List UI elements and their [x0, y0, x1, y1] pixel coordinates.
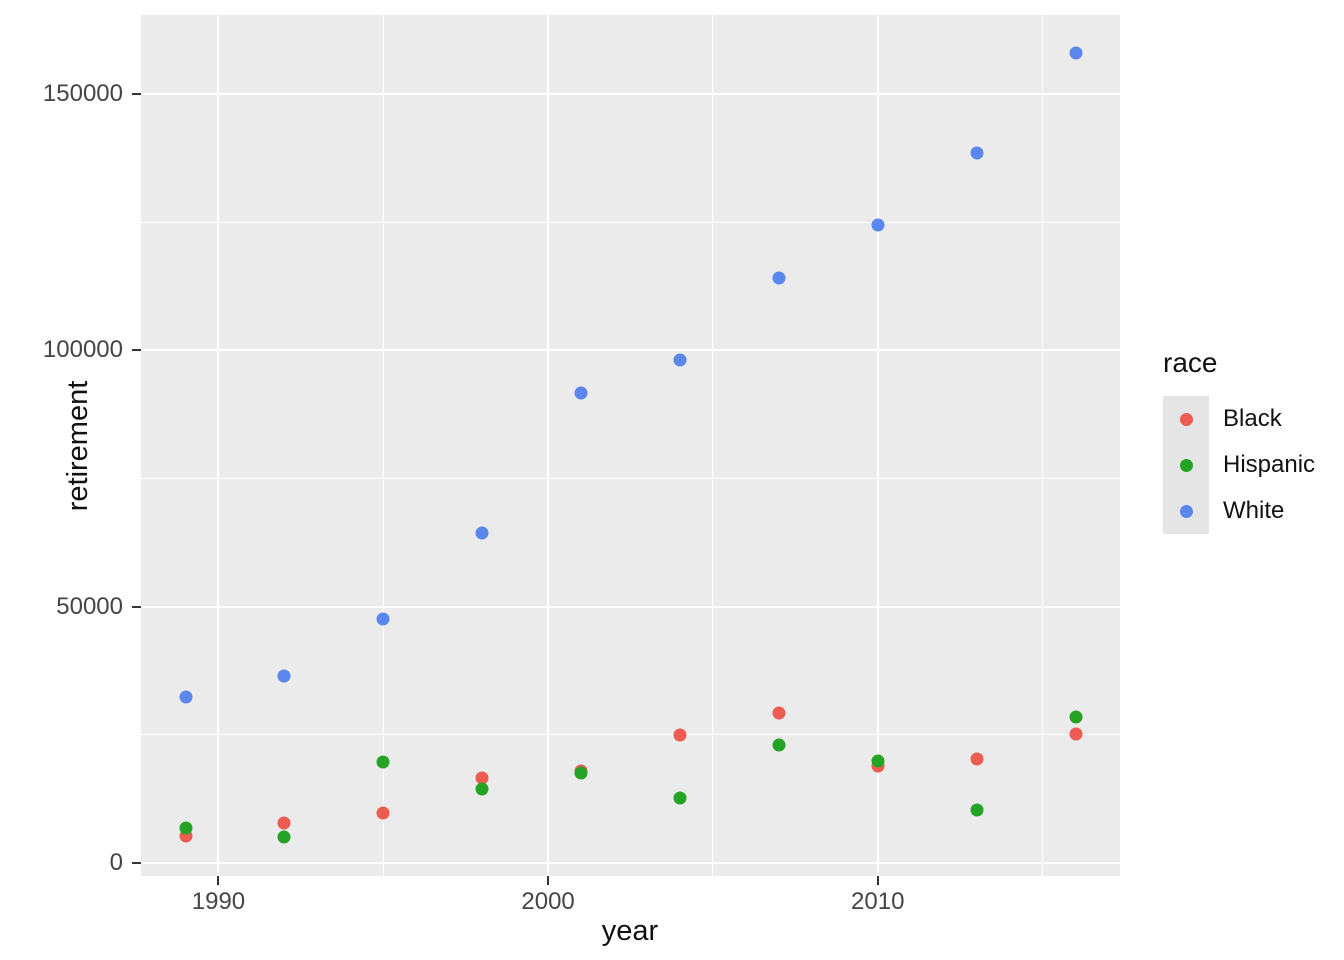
- y-tick-mark: [132, 349, 141, 352]
- data-point-hispanic: [376, 755, 390, 769]
- data-point-white: [673, 353, 687, 367]
- data-point-white: [871, 218, 885, 232]
- x-minor-gridline: [1042, 15, 1044, 876]
- y-major-gridline: [141, 605, 1120, 608]
- legend-item-label: Hispanic: [1223, 451, 1316, 478]
- x-tick-mark: [217, 876, 220, 885]
- hispanic-dot-icon: [1179, 458, 1193, 472]
- y-tick-label: 150000: [42, 79, 123, 107]
- y-major-gridline: [141, 862, 1120, 865]
- data-point-black: [1069, 727, 1082, 741]
- x-major-gridline: [547, 15, 550, 876]
- data-point-black: [475, 771, 489, 785]
- black-dot-icon: [1179, 412, 1193, 426]
- legend: race Black Hispanic White: [1163, 349, 1315, 534]
- data-point-black: [772, 706, 786, 720]
- y-tick-mark: [132, 862, 141, 865]
- x-tick-mark: [876, 876, 879, 885]
- data-point-hispanic: [673, 791, 687, 805]
- data-point-white: [772, 271, 786, 285]
- plot-panel: [141, 15, 1120, 876]
- data-point-white: [475, 526, 489, 540]
- data-point-hispanic: [1069, 710, 1082, 724]
- legend-item-label: White: [1223, 497, 1285, 524]
- legend-title: race: [1163, 347, 1218, 378]
- y-minor-gridline: [141, 478, 1120, 480]
- y-major-gridline: [141, 349, 1120, 352]
- data-point-hispanic: [475, 782, 489, 796]
- y-minor-gridline: [141, 221, 1120, 223]
- x-major-gridline: [876, 15, 879, 876]
- data-point-white: [376, 612, 390, 626]
- data-point-white: [574, 386, 588, 400]
- white-dot-icon: [1179, 504, 1193, 518]
- y-major-gridline: [141, 92, 1120, 95]
- x-tick-label: 2010: [851, 888, 905, 915]
- x-major-gridline: [217, 15, 220, 876]
- x-tick-label: 1990: [191, 888, 246, 915]
- y-minor-gridline: [141, 734, 1120, 736]
- x-tick-label: 2000: [521, 888, 575, 915]
- legend-item-label: Black: [1223, 405, 1282, 432]
- legend-key-swatch: [1163, 396, 1209, 442]
- data-point-hispanic: [179, 821, 192, 835]
- legend-key-swatch: [1163, 488, 1209, 534]
- legend-key-swatch: [1163, 442, 1209, 488]
- data-point-black: [673, 728, 687, 742]
- data-point-white: [1069, 46, 1082, 60]
- y-tick-label: 0: [109, 849, 123, 877]
- legend-keys: Black Hispanic White: [1163, 396, 1315, 534]
- data-point-white: [277, 669, 291, 683]
- legend-item-black: Black: [1163, 396, 1315, 442]
- x-minor-gridline: [382, 15, 384, 876]
- data-point-white: [179, 690, 192, 704]
- x-tick-mark: [547, 876, 550, 885]
- x-axis-title: year: [601, 915, 659, 947]
- data-point-hispanic: [574, 766, 588, 780]
- data-point-hispanic: [277, 830, 291, 844]
- y-axis-title: retirement: [61, 380, 94, 512]
- y-tick-mark: [132, 605, 141, 608]
- legend-item-white: White: [1163, 488, 1315, 534]
- x-minor-gridline: [712, 15, 714, 876]
- data-point-hispanic: [871, 754, 885, 768]
- y-tick-mark: [132, 92, 141, 95]
- data-point-black: [970, 752, 984, 766]
- legend-item-hispanic: Hispanic: [1163, 442, 1315, 488]
- data-point-black: [376, 806, 390, 820]
- data-point-black: [277, 816, 291, 830]
- data-point-white: [970, 146, 984, 160]
- data-point-hispanic: [970, 803, 984, 817]
- y-tick-label: 50000: [56, 592, 123, 620]
- y-tick-label: 100000: [42, 336, 123, 364]
- data-point-hispanic: [772, 738, 786, 752]
